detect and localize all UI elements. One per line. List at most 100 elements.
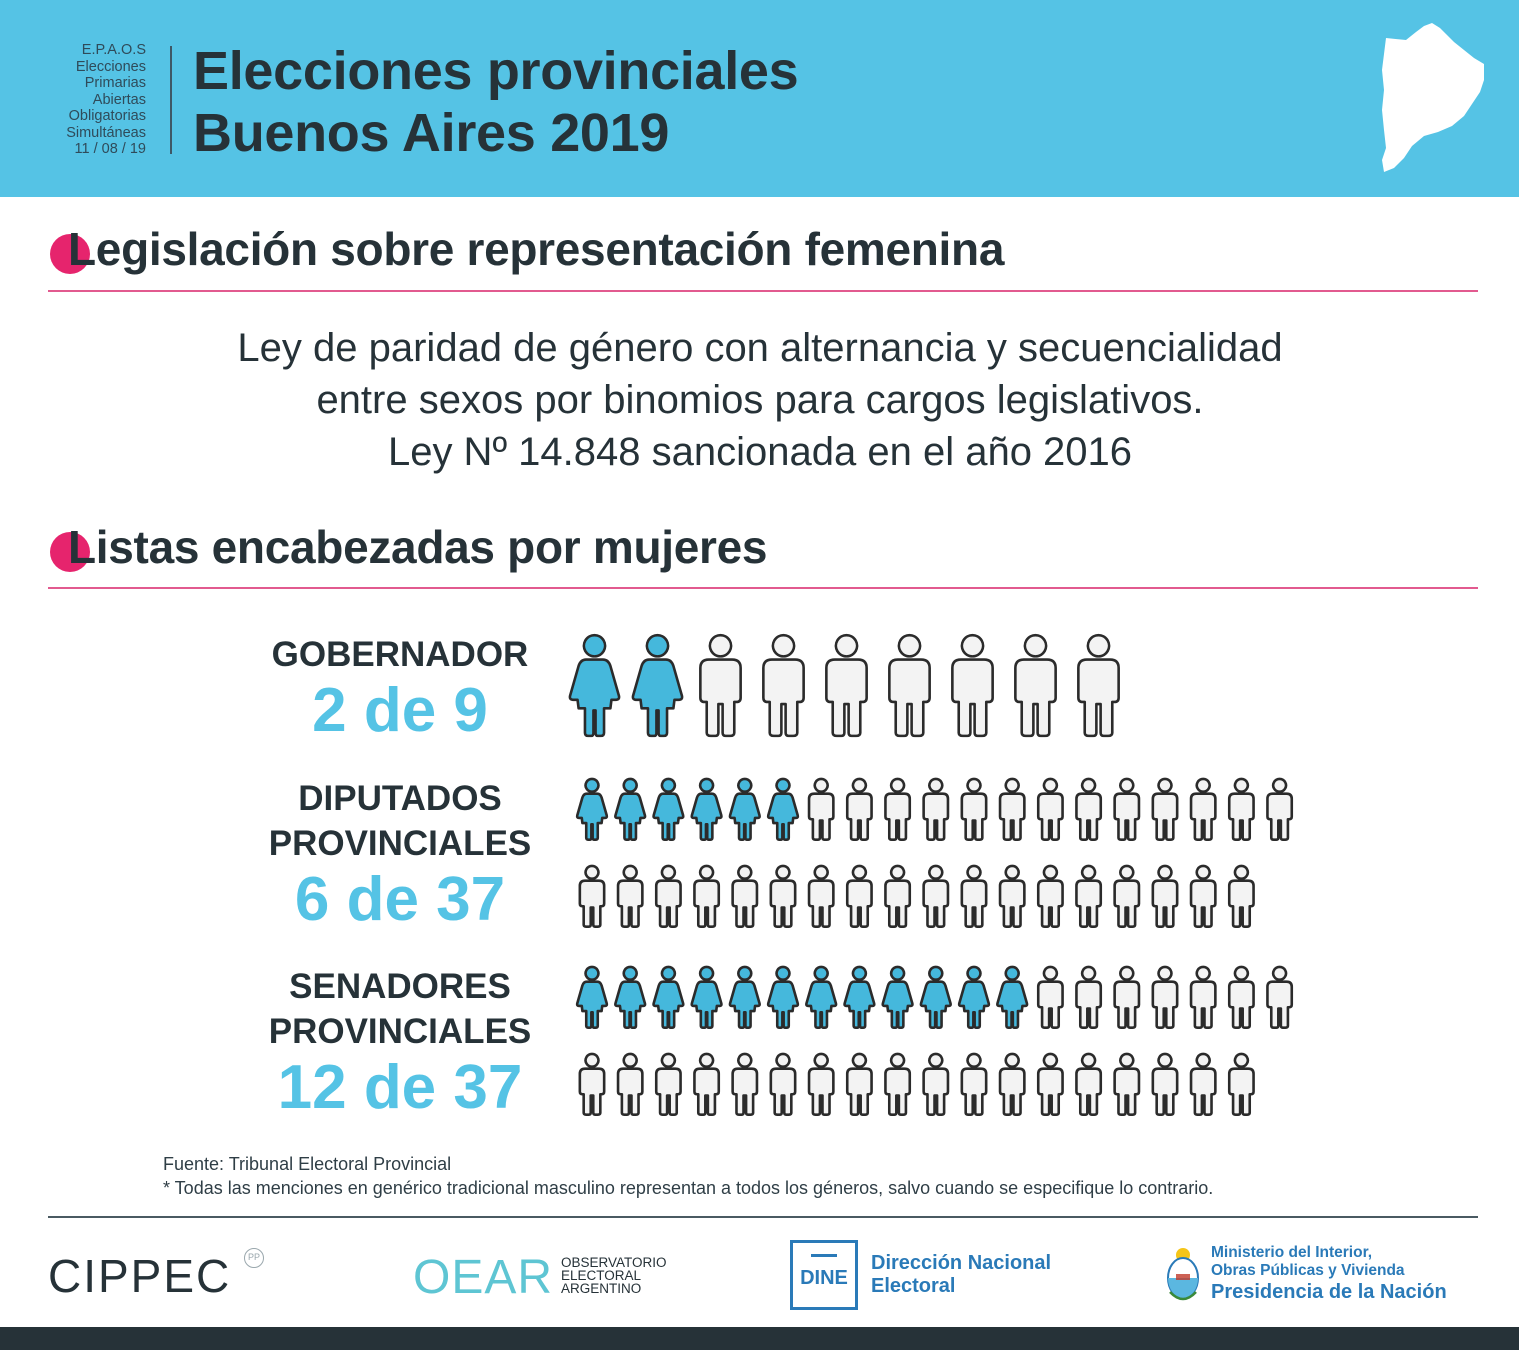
man-icon [1189,864,1217,929]
law-line: Ley de paridad de género con alternancia… [237,326,1283,370]
title-line-1: Elecciones provinciales [193,41,799,101]
woman-icon [575,965,609,1030]
source-note: Fuente: Tribunal Electoral Provincial [163,1154,452,1174]
dine-name-line: Electoral [871,1275,956,1297]
man-icon [1077,633,1120,738]
section-bullet [50,532,90,572]
man-icon [1227,864,1255,929]
woman-icon [652,965,685,1030]
man-icon [699,633,742,738]
man-icon [1189,1052,1217,1117]
section-rule [48,587,1478,589]
woman-icon [728,965,761,1030]
man-icon [1113,864,1141,929]
oear-sub-line: ARGENTINO [561,1281,642,1296]
man-icon [960,777,988,842]
epaos-line: E.P.A.O.S [81,42,146,58]
woman-icon [805,965,838,1030]
woman-icon [652,777,685,842]
man-icon [884,777,912,842]
ministerio-interior-logo: Ministerio del Interior, Obras Públicas … [1211,1244,1447,1304]
epaos-block: E.P.A.O.S Elecciones Primarias Abiertas … [20,42,146,158]
dine-name-line: Dirección Nacional [871,1252,1052,1274]
title-line-2: Buenos Aires 2019 [193,103,670,163]
disclaimer-note: * Todas las menciones en genérico tradic… [163,1178,1214,1198]
page-title: Elecciones provinciales Buenos Aires 201… [193,40,799,164]
man-icon [845,1052,873,1117]
woman-icon [881,965,914,1030]
man-icon [888,633,931,738]
man-icon [654,1052,682,1117]
law-line: Ley Nº 14.848 sancionada en el año 2016 [387,430,1133,474]
ministerio-line: Ministerio del Interior, [1211,1244,1373,1261]
man-icon [825,633,868,738]
cippec-badge: PP [244,1248,264,1268]
man-icon [960,864,988,929]
bottom-bar [0,1327,1519,1350]
man-icon [1014,633,1057,738]
woman-icon [728,777,761,842]
oear-logo: OEAR OBSERVATORIO ELECTORAL ARGENTINO [413,1251,667,1304]
epaos-line: Simultáneas [66,124,146,141]
section-legislation: Legislación sobre representación femenin… [48,222,1478,294]
woman-icon [957,965,991,1030]
man-icon [1075,1052,1103,1117]
man-icon [1266,777,1294,842]
man-icon [884,864,912,929]
buenos-aires-map-icon [1382,23,1484,172]
section-bullet [50,234,90,274]
man-icon [1266,965,1294,1030]
category-name: PROVINCIALES [268,1012,532,1051]
category-gobernador: GOBERNADOR 2 de 9 [230,632,570,745]
woman-icon [996,965,1029,1030]
section-rule [48,290,1478,292]
section-title: Legislación sobre representación femenin… [68,223,1005,275]
man-icon [693,1052,721,1117]
dine-bar [811,1254,837,1257]
man-icon [1189,777,1217,842]
man-icon [731,864,759,929]
cippec-logo: CIPPEC PP [48,1248,264,1302]
category-diputados: DIPUTADOS PROVINCIALES 6 de 37 [230,776,570,934]
cippec-wordmark: CIPPEC [48,1250,232,1302]
man-icon [807,864,835,929]
epaos-line: Primarias [84,75,146,91]
oear-subtitle: OBSERVATORIO ELECTORAL ARGENTINO [561,1255,667,1296]
category-name: SENADORES [289,967,511,1006]
epaos-line: Elecciones [75,58,146,75]
man-icon [1075,864,1103,929]
epaos-line: Abiertas [92,91,146,108]
law-description: Ley de paridad de género con alternancia… [100,322,1420,478]
category-count: 6 de 37 [294,865,506,934]
oear-wordmark: OEAR [413,1251,554,1304]
man-icon [807,1052,835,1117]
man-icon [922,1052,950,1117]
man-icon [693,864,721,929]
national-shield-icon [1167,1248,1199,1301]
man-icon [1227,1052,1255,1117]
man-icon [845,864,873,929]
man-icon [762,633,805,738]
man-icon [1036,864,1064,929]
man-icon [1036,777,1064,842]
woman-icon [919,965,952,1030]
man-icon [951,633,994,738]
oear-sub-line: OBSERVATORIO [561,1255,667,1270]
man-icon [654,864,682,929]
man-icon [1113,777,1141,842]
man-icon [922,777,950,842]
woman-icon [843,965,876,1030]
woman-icon [575,777,609,842]
category-name: GOBERNADOR [271,635,529,674]
man-icon [998,777,1026,842]
category-senadores: SENADORES PROVINCIALES 12 de 37 [230,964,570,1122]
header-banner: E.P.A.O.S Elecciones Primarias Abiertas … [0,0,1519,197]
man-icon [1036,1052,1064,1117]
man-icon [1075,965,1103,1030]
woman-icon [614,965,647,1030]
epaos-date: 11 / 08 / 19 [74,141,146,157]
man-icon [1113,1052,1141,1117]
man-icon [998,864,1026,929]
man-icon [1189,965,1217,1030]
